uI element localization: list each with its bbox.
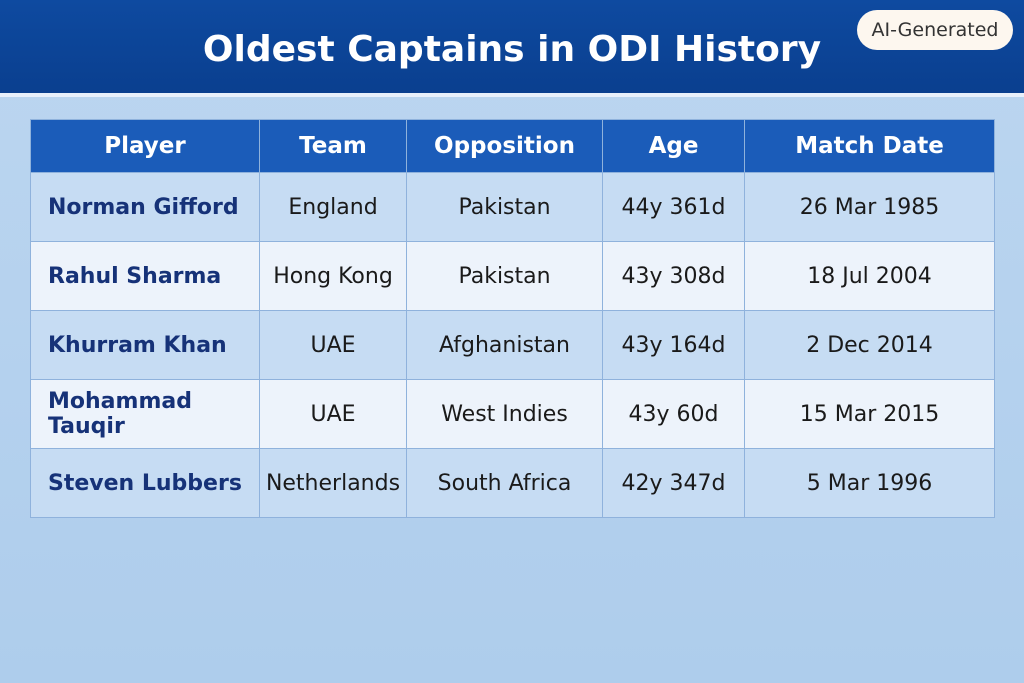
- table-cell: 44y 361d: [602, 172, 745, 242]
- table-cell: UAE: [259, 379, 407, 449]
- table-cell: 43y 308d: [602, 241, 745, 311]
- table-cell: UAE: [259, 310, 407, 380]
- column-header: Player: [30, 119, 260, 173]
- table-cell: West Indies: [406, 379, 603, 449]
- header-bar: Oldest Captains in ODI History AI-Genera…: [0, 0, 1024, 97]
- table: Player Team Opposition Age Match Date Norman…: [30, 119, 995, 518]
- table-cell: Hong Kong: [259, 241, 407, 311]
- table-cell: 43y 164d: [602, 310, 745, 380]
- table-row: Mohammad Tauqir UAE West Indies 43y 60d 15 M…: [30, 379, 995, 449]
- table-cell: 5 Mar 1996: [744, 448, 995, 518]
- table-row: Khurram Khan UAE Afghanistan 43y 164d 2 Dec …: [30, 310, 995, 380]
- table-row: Norman Gifford England Pakistan 44y 361d 26 …: [30, 172, 995, 242]
- table-cell: 43y 60d: [602, 379, 745, 449]
- table-row: Steven Lubbers Netherlands South Africa 42y…: [30, 448, 995, 518]
- player-cell: Norman Gifford: [30, 172, 260, 242]
- header-row: Player Team Opposition Age Match Date: [30, 119, 995, 173]
- page-title: Oldest Captains in ODI History: [202, 29, 822, 70]
- table-row: Rahul Sharma Hong Kong Pakistan 43y 308d 18 …: [30, 241, 995, 311]
- table-cell: 18 Jul 2004: [744, 241, 995, 311]
- player-cell: Steven Lubbers: [30, 448, 260, 518]
- table-cell: 2 Dec 2014: [744, 310, 995, 380]
- column-header: Match Date: [744, 119, 995, 173]
- table-cell: Pakistan: [406, 241, 603, 311]
- table-cell: Afghanistan: [406, 310, 603, 380]
- table-cell: 42y 347d: [602, 448, 745, 518]
- table-cell: England: [259, 172, 407, 242]
- table-cell: Pakistan: [406, 172, 603, 242]
- player-cell: Rahul Sharma: [30, 241, 260, 311]
- column-header: Opposition: [406, 119, 603, 173]
- badge: AI-Generated: [857, 10, 1013, 50]
- table-cell: Netherlands: [259, 448, 407, 518]
- table-cell: 26 Mar 1985: [744, 172, 995, 242]
- player-cell: Mohammad Tauqir: [30, 379, 260, 449]
- table-cell: 15 Mar 2015: [744, 379, 995, 449]
- column-header: Age: [602, 119, 745, 173]
- table-cell: South Africa: [406, 448, 603, 518]
- column-header: Team: [259, 119, 407, 173]
- player-cell: Khurram Khan: [30, 310, 260, 380]
